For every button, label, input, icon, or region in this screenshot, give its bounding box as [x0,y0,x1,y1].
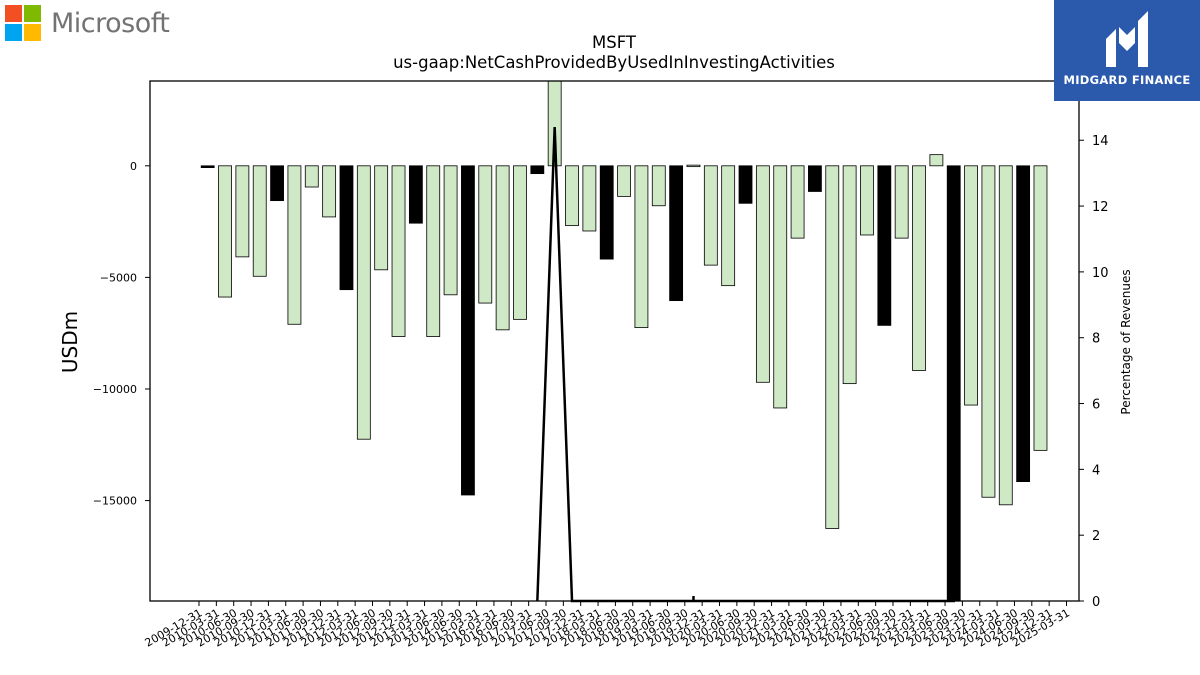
bar [912,165,926,371]
y2-axis-label: Percentage of Revenues [1119,269,1133,414]
bar [391,165,406,337]
windows-icon-square-yellow [24,24,41,41]
bar [981,165,996,498]
bar [304,165,319,188]
bar [703,165,718,266]
windows-icon [5,5,41,41]
bar [721,165,736,287]
chart-subtitle: us-gaap:NetCashProvidedByUsedInInvesting… [393,53,835,72]
y-axis-label: USDm [58,311,82,373]
bar [599,165,614,260]
bar [408,165,423,224]
bar [998,165,1013,506]
windows-icon-square-green [24,5,41,22]
y-tick-label: −5000 [100,271,137,284]
y2-tick-label: 6 [1092,398,1100,413]
midgard-logo-text: MIDGARD FINANCE [1063,73,1191,87]
bar [877,165,892,326]
bar [755,165,770,383]
y2-tick-label: 14 [1092,134,1109,149]
bar [235,165,250,258]
bar [565,165,579,227]
bar [461,165,475,496]
bar [964,165,978,406]
bar [339,165,354,291]
bar [617,165,631,197]
bar [929,154,944,167]
bar [842,165,857,385]
percentage-line [536,127,955,603]
bar [651,165,666,207]
midgard-mark-icon [1106,11,1148,67]
y2-tick-label: 0 [1092,595,1100,610]
bar [443,165,458,296]
bar [374,165,389,271]
bar [200,165,215,168]
windows-icon-square-red [5,5,22,22]
bar [686,164,701,168]
bar [252,165,267,277]
bar [530,165,545,175]
bar [669,165,684,302]
bar [322,165,337,218]
bar [790,165,805,239]
bar [894,165,909,239]
bar [634,165,649,329]
bar [270,165,284,202]
bar [287,165,302,325]
y2-tick-label: 10 [1092,266,1109,281]
y2-tick-label: 2 [1092,529,1100,544]
line-series [536,127,955,603]
y-tick-label: −15000 [93,495,137,508]
microsoft-logo: Microsoft [5,5,170,41]
bar [808,165,822,192]
plot-frame [149,80,1080,602]
bar [860,165,874,236]
bar [1033,165,1048,451]
microsoft-logo-text: Microsoft [51,7,170,39]
bar [513,165,527,320]
y2-tick-label: 4 [1092,463,1100,478]
y-axis-left: 0 −5000 −10000 −15000 [93,160,150,508]
bar [495,165,510,331]
windows-icon-square-blue [5,24,22,41]
bar [773,165,788,409]
bar [218,165,232,298]
y-tick-label: 0 [130,160,137,173]
bar [582,165,597,232]
bar [426,165,441,337]
y-axis-right: 0 2 4 6 8 10 12 14 [1079,134,1109,610]
bar [1016,165,1031,483]
midgard-finance-logo: MIDGARD FINANCE [1054,0,1200,101]
bar [356,165,371,440]
y-tick-label: −10000 [93,383,137,396]
bar [946,165,961,602]
x-axis: 2009-12-312010-03-312010-06-302010-09-30… [143,601,1072,650]
chart-title: MSFT [592,33,637,52]
bar-series [200,80,1048,602]
bar [825,165,840,529]
bar [738,165,753,204]
y2-tick-label: 8 [1092,332,1100,347]
y2-tick-label: 12 [1092,200,1109,215]
bar [478,165,493,304]
